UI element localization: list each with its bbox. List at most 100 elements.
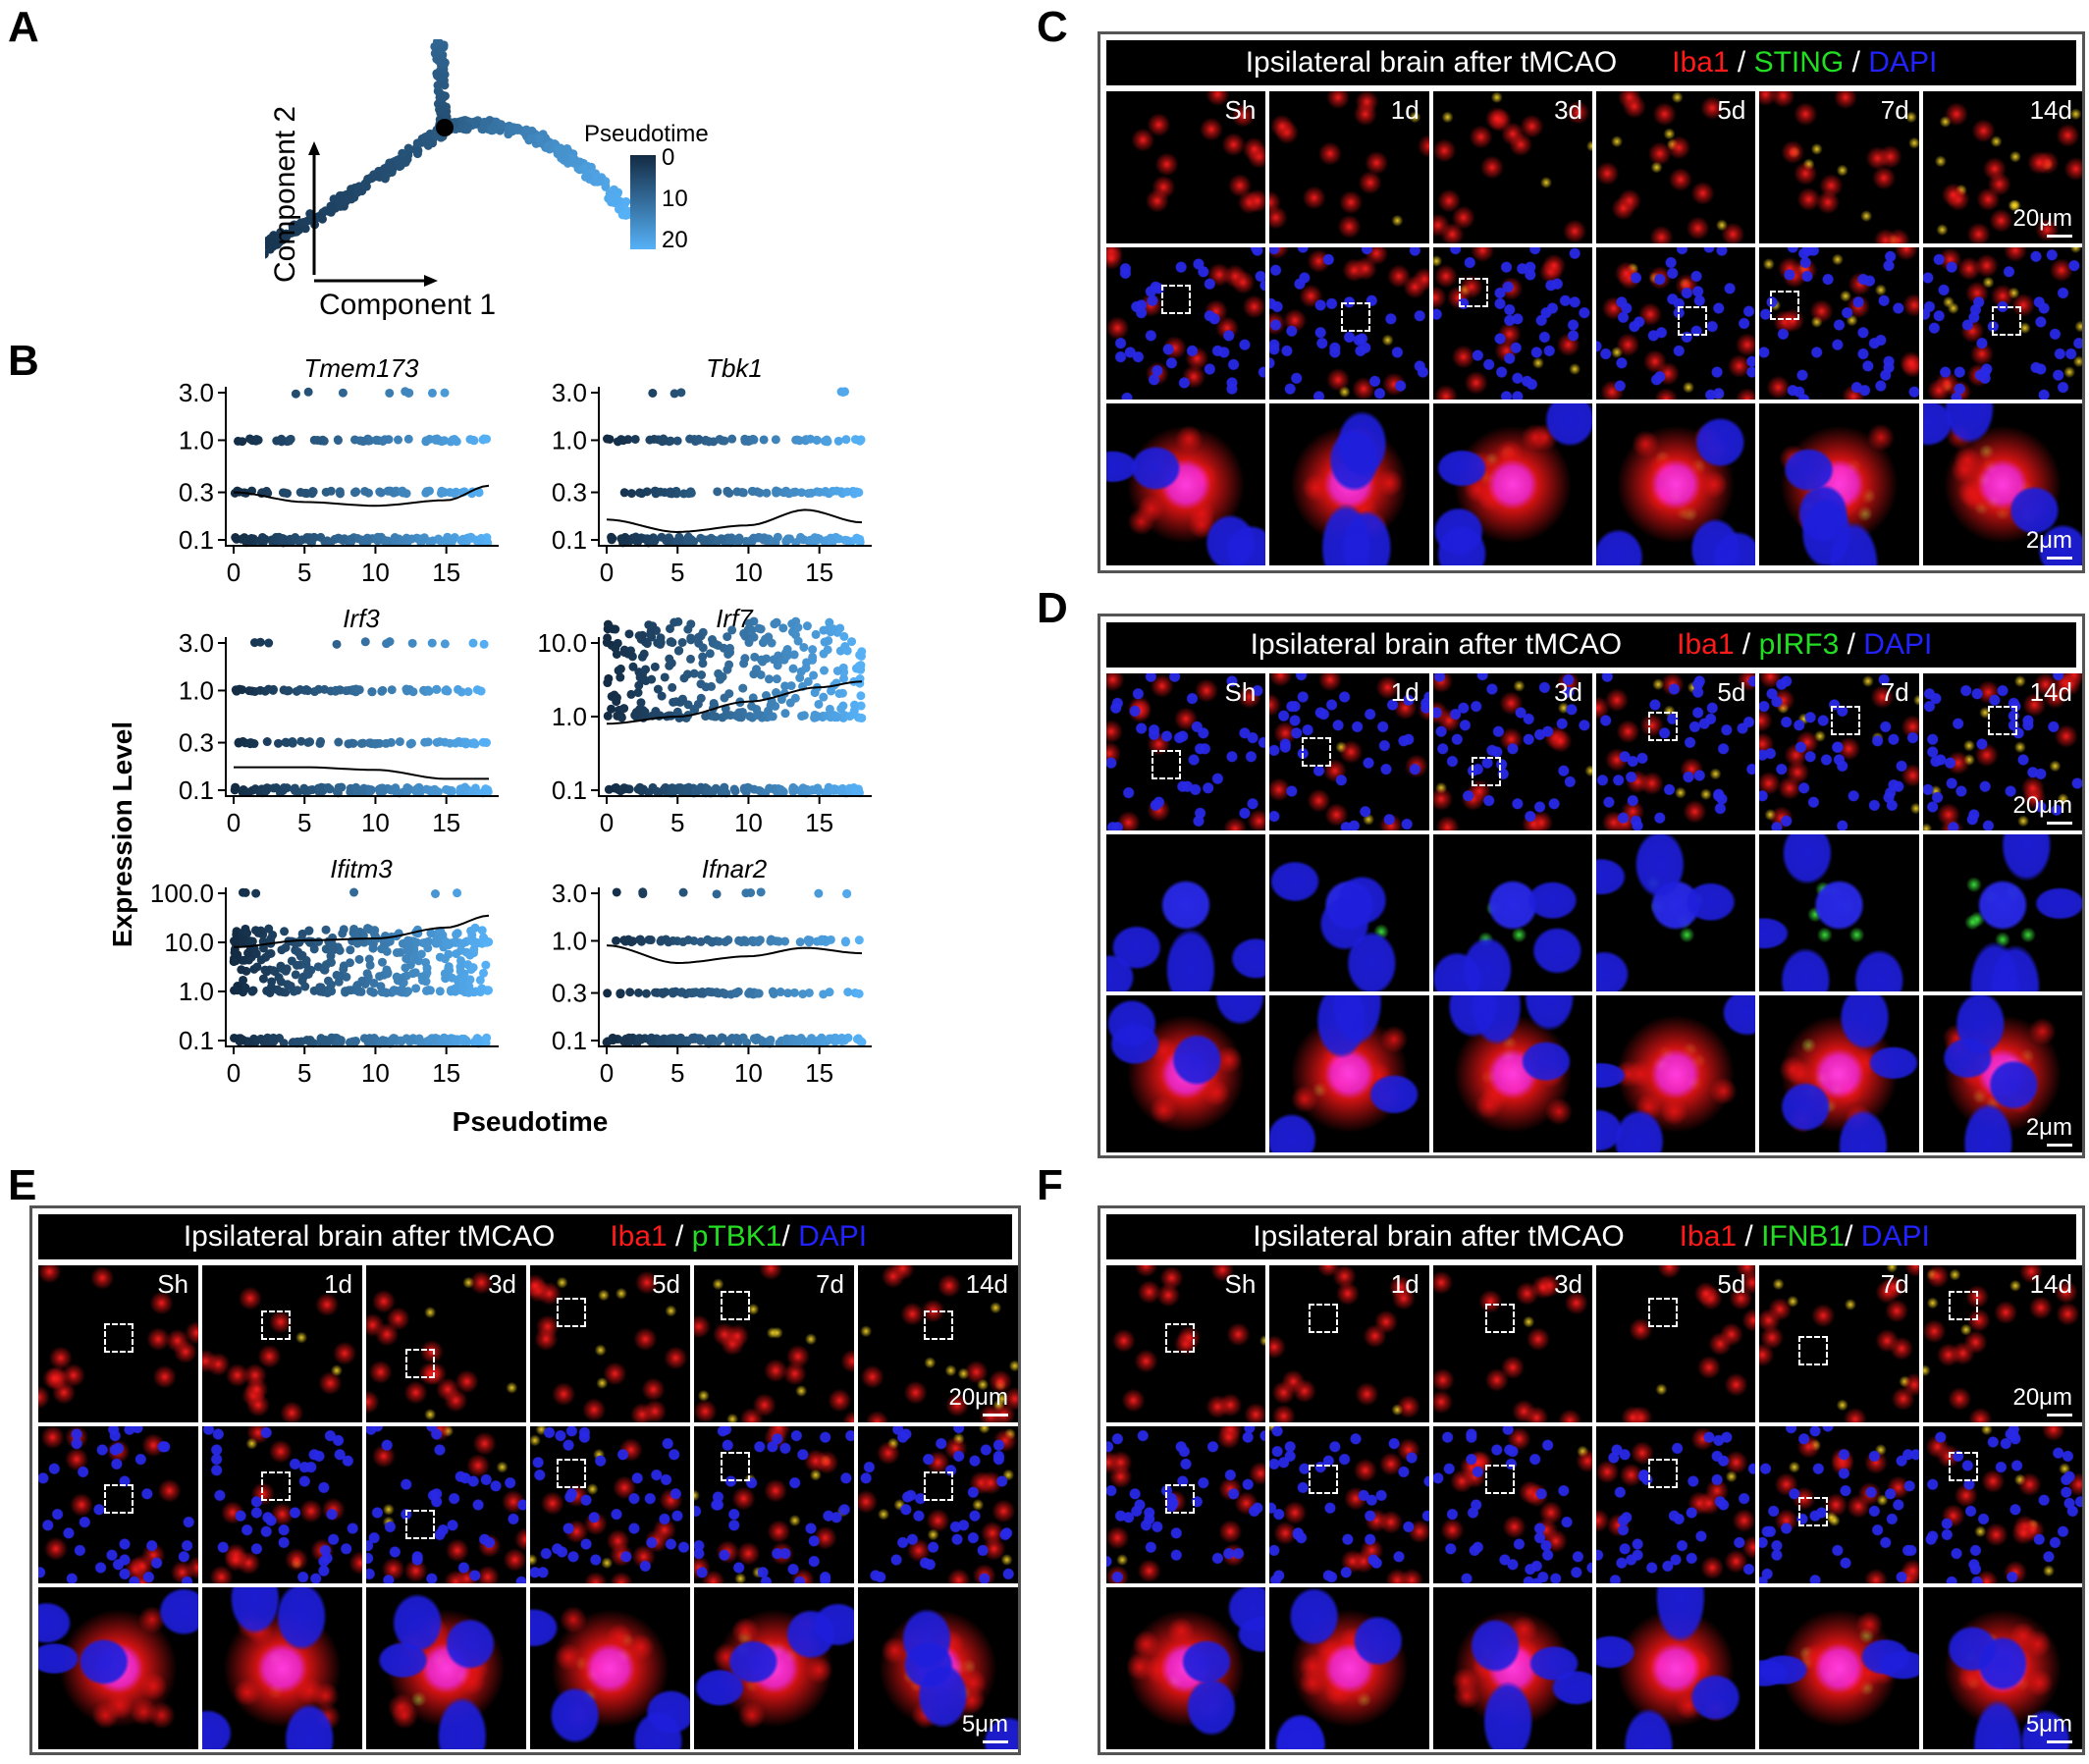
data-point: [647, 674, 657, 684]
branch-point: [436, 119, 454, 136]
data-point: [478, 737, 488, 747]
data-point: [352, 787, 362, 797]
y-tick-label: 0.1: [179, 1026, 214, 1055]
zoom-region-box: [556, 1458, 586, 1488]
trajectory-point: [570, 155, 580, 165]
micrograph-tile: 5d: [530, 1265, 690, 1422]
data-point: [840, 936, 850, 946]
micrograph-tile: 14d 20μm: [1922, 673, 2082, 830]
x-tick-label: 10: [361, 808, 390, 837]
data-point: [754, 989, 764, 998]
data-point: [806, 488, 816, 498]
if-header: Ipsilateral brain after tMCAO Iba1 / STIN…: [1106, 40, 2076, 85]
zoom-region-box: [1309, 1304, 1339, 1333]
x-tick-label: 10: [734, 558, 763, 587]
data-point: [664, 937, 673, 947]
micrograph-tile: Sh: [38, 1265, 198, 1422]
data-point: [368, 943, 378, 953]
zoom-region-box: [103, 1483, 134, 1514]
data-point: [467, 930, 477, 939]
trajectory-point: [595, 177, 605, 187]
data-point: [381, 738, 391, 748]
data-point: [239, 975, 248, 985]
data-point: [375, 972, 385, 982]
data-point: [451, 1035, 460, 1044]
micrograph-tile: 3d: [366, 1265, 526, 1422]
header-marker-blue: DAPI: [1860, 1220, 1930, 1253]
data-point: [440, 436, 450, 446]
data-point: [748, 693, 758, 703]
data-point: [436, 927, 446, 936]
micrograph-tile: 3d: [1432, 91, 1592, 243]
data-point: [617, 784, 627, 794]
timepoint-label: Sh: [1224, 95, 1257, 125]
data-point: [266, 935, 276, 944]
data-point: [481, 960, 491, 970]
data-point: [313, 435, 323, 445]
trend-line: [606, 508, 863, 534]
data-point: [291, 970, 300, 980]
trajectory-point: [526, 134, 536, 143]
micrograph-tile: 5d: [1596, 673, 1756, 830]
data-point: [795, 673, 805, 683]
micrograph-tile: [1106, 1426, 1266, 1583]
x-tick-label: 5: [297, 1058, 311, 1088]
data-point: [749, 632, 759, 642]
micrograph-tile: [1269, 403, 1429, 565]
scale-bar-label: 2μm: [2025, 1114, 2072, 1141]
data-point: [371, 435, 381, 445]
data-point: [354, 954, 364, 964]
data-point: [636, 634, 646, 644]
data-point: [612, 935, 621, 945]
trajectory-point: [439, 60, 449, 70]
data-point: [290, 783, 299, 793]
data-point: [750, 652, 760, 662]
data-point: [742, 1038, 752, 1047]
data-point: [280, 927, 290, 936]
header-sep1: /: [1734, 628, 1759, 661]
data-point: [803, 676, 813, 686]
trajectory-point: [380, 163, 390, 173]
header-marker-blue: DAPI: [798, 1220, 868, 1253]
header-title: Ipsilateral brain after tMCAO: [1250, 628, 1623, 661]
if-header: Ipsilateral brain after tMCAO Iba1 / pIRF…: [1106, 622, 2076, 668]
data-point: [613, 437, 622, 447]
data-point: [753, 710, 763, 720]
data-point: [840, 642, 850, 652]
data-point: [459, 1034, 469, 1043]
data-point: [435, 737, 445, 747]
data-point: [377, 957, 387, 967]
data-point: [765, 783, 775, 793]
data-point: [775, 1039, 784, 1048]
scale-bar-line: [983, 1740, 1008, 1743]
header-sep2: /: [1839, 628, 1864, 661]
y-tick-label: 1.0: [552, 702, 587, 731]
data-point: [309, 944, 319, 954]
data-point: [811, 629, 821, 639]
data-point: [456, 536, 466, 546]
data-point: [838, 701, 848, 711]
x-tick-label: 5: [670, 558, 684, 587]
data-point: [793, 622, 803, 632]
data-point: [759, 435, 769, 445]
data-point: [788, 664, 798, 673]
micrograph-tile: [366, 1587, 526, 1749]
data-point: [260, 965, 270, 975]
data-point: [768, 987, 777, 996]
data-point: [814, 888, 824, 898]
micrograph-tile: 5d: [1596, 91, 1756, 243]
data-point: [403, 434, 413, 444]
data-point: [315, 784, 325, 794]
data-point: [727, 625, 737, 635]
data-point: [391, 783, 401, 793]
timepoint-label: 14d: [2029, 95, 2072, 125]
data-point: [782, 651, 792, 661]
data-point: [837, 787, 847, 797]
axis-x-label: Component 1: [319, 289, 496, 321]
timepoint-label: 14d: [2029, 1269, 2072, 1299]
data-point: [441, 1034, 451, 1043]
data-point: [417, 972, 427, 982]
data-point: [440, 639, 450, 649]
data-point: [229, 1033, 239, 1042]
data-point: [457, 938, 467, 948]
